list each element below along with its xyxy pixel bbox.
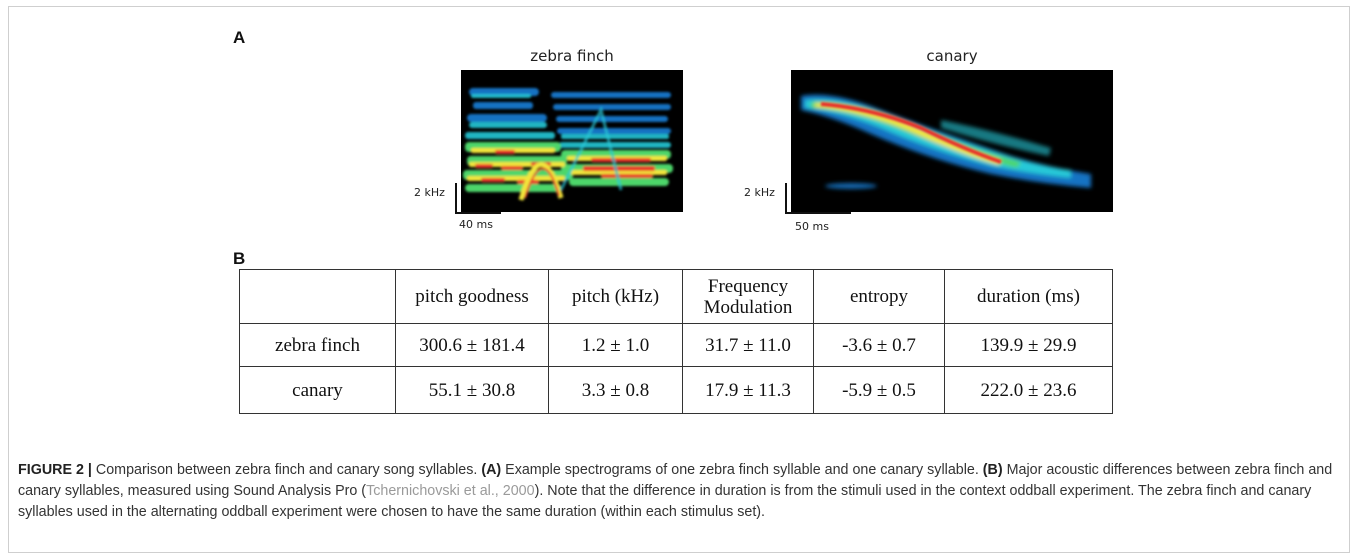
table-header-cell: pitch (kHz)	[548, 269, 683, 324]
caption-text: ). Note that the difference in duration …	[18, 483, 1312, 520]
table-cell: 31.7 ± 11.0	[682, 323, 814, 367]
table-cell: -3.6 ± 0.7	[813, 323, 945, 367]
table-header-cell: Frequency Modulation	[682, 269, 814, 324]
canary-spectrogram	[791, 70, 1113, 212]
caption-panel-b-ref: (B)	[982, 462, 1003, 478]
zebra-finch-spectrogram-image	[463, 88, 673, 201]
table-header-cell: pitch goodness	[395, 269, 549, 324]
table-cell: 139.9 ± 29.9	[944, 323, 1113, 367]
caption-text: Example spectrograms of one zebra finch …	[501, 462, 983, 478]
zebra-finch-freq-scale: 2 kHz	[414, 186, 445, 199]
caption-text: Major acoustic differences between zebra…	[18, 462, 1333, 499]
table-header-cell	[239, 269, 396, 324]
table-row: canary 55.1 ± 30.8 3.3 ± 0.8 17.9 ± 11.3…	[239, 366, 1113, 414]
table-row-label: zebra finch	[239, 323, 396, 367]
table-cell: 55.1 ± 30.8	[395, 366, 549, 414]
table-header-row: pitch goodness pitch (kHz) Frequency Mod…	[239, 269, 1113, 324]
panel-b-label: B	[233, 249, 246, 268]
caption-panel-a-ref: (A)	[481, 462, 502, 478]
figure-frame	[8, 6, 1350, 553]
caption-text: Comparison between zebra finch and canar…	[91, 462, 482, 478]
canary-spectrogram-image	[801, 94, 1091, 189]
table-cell: 222.0 ± 23.6	[944, 366, 1113, 414]
table-cell: 1.2 ± 1.0	[548, 323, 683, 367]
caption-label: FIGURE 2 |	[18, 462, 92, 478]
zebra-finch-title: zebra finch	[530, 47, 614, 65]
zebra-finch-time-scale: 40 ms	[459, 218, 493, 231]
zebra-finch-time-bar	[455, 212, 501, 214]
canary-time-scale: 50 ms	[795, 220, 829, 233]
acoustic-table: pitch goodness pitch (kHz) Frequency Mod…	[239, 269, 1113, 414]
table-header-cell: duration (ms)	[944, 269, 1113, 324]
table-cell: -5.9 ± 0.5	[813, 366, 945, 414]
zebra-finch-freq-bar	[455, 183, 457, 213]
table-cell: 3.3 ± 0.8	[548, 366, 683, 414]
table-header-cell: entropy	[813, 269, 945, 324]
canary-freq-scale: 2 kHz	[744, 186, 775, 199]
table-row-label: canary	[239, 366, 396, 414]
figure-caption: FIGURE 2 | Comparison between zebra finc…	[18, 460, 1338, 523]
table-cell: 17.9 ± 11.3	[682, 366, 814, 414]
panel-a-label: A	[233, 28, 246, 47]
canary-time-bar	[785, 212, 851, 214]
citation-link[interactable]: Tchernichovski et al., 2000	[366, 483, 535, 499]
canary-title: canary	[926, 47, 978, 65]
table-row: zebra finch 300.6 ± 181.4 1.2 ± 1.0 31.7…	[239, 323, 1113, 367]
zebra-finch-spectrogram	[461, 70, 683, 212]
canary-freq-bar	[785, 183, 787, 213]
table-cell: 300.6 ± 181.4	[395, 323, 549, 367]
